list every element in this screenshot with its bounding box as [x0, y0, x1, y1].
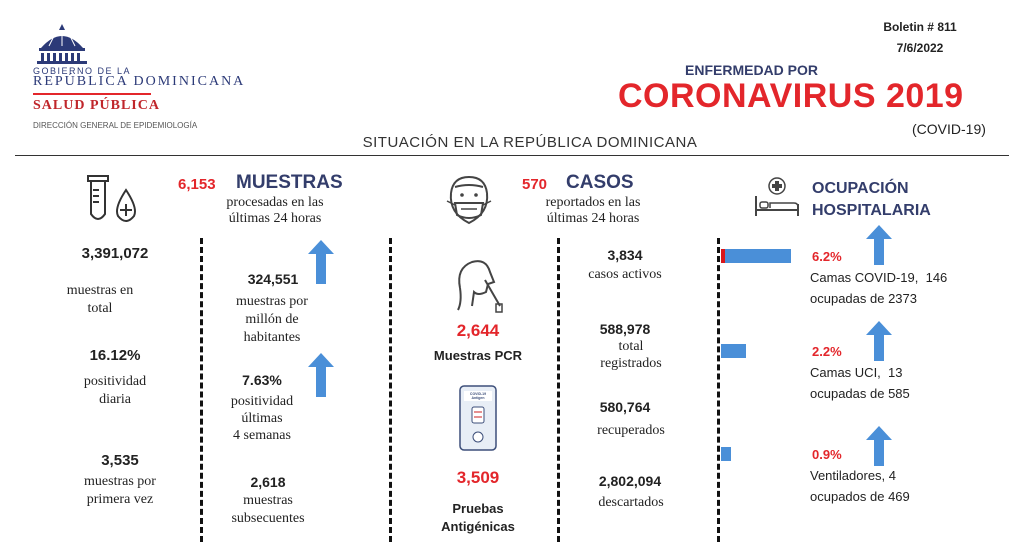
positividad-4sem-value: 7.63%	[242, 372, 282, 388]
por-millon-label: muestras por millón de habitantes	[236, 294, 308, 345]
up-arrow-icon	[308, 240, 334, 284]
masked-face-icon	[443, 173, 495, 229]
occupancy-bar	[721, 344, 746, 358]
boletin-number: Boletin # 811	[883, 20, 957, 34]
occupancy-label: Camas UCI, 13	[810, 365, 903, 380]
enfermedad-label: ENFERMEDAD POR	[685, 62, 819, 78]
descartados-label: descartados	[598, 495, 664, 510]
primera-vez-label: muestras por primera vez	[84, 474, 156, 507]
descartados-value: 2,802,094	[598, 473, 662, 489]
up-arrow-icon	[866, 321, 892, 361]
up-arrow-icon	[308, 353, 334, 397]
occupancy-label: ocupadas de 585	[810, 386, 910, 401]
report-date: 7/6/2022	[896, 41, 944, 55]
gov-line1: GOBIERNO DE LA	[33, 66, 132, 76]
positividad-diaria-value: 16.12%	[89, 347, 141, 364]
primera-vez-value: 3,535	[101, 452, 139, 469]
antigen-label: Pruebas Antigénicas	[441, 501, 515, 534]
antigen-test-kit-icon	[458, 385, 498, 451]
occupancy-label: ocupados de 469	[810, 489, 910, 504]
muestras-subtitle: procesadas en las últimas 24 horas	[226, 195, 324, 226]
covid-label: (COVID-19)	[912, 121, 986, 137]
occupancy-pct: 0.9%	[812, 447, 842, 462]
column-divider	[200, 238, 203, 542]
muestras-total-label: muestras en total	[66, 283, 134, 316]
salud-publica: SALUD PÚBLICA	[33, 98, 160, 113]
recuperados-label: recuperados	[597, 423, 665, 438]
pcr-value: 2,644	[456, 321, 500, 340]
gov-line2: REPÚBLICA DOMINICANA	[33, 74, 246, 89]
occupancy-bar-marker	[721, 249, 725, 263]
subsecuentes-label: muestras subsecuentes	[231, 493, 305, 526]
nasal-swab-icon	[452, 258, 504, 314]
occupancy-pct: 6.2%	[812, 249, 842, 264]
occupancy-label: Ventiladores, 4	[810, 468, 897, 483]
coronavirus-title: CORONAVIRUS 2019	[618, 77, 964, 115]
por-millon-value: 324,551	[247, 271, 299, 287]
page-title: SITUACIÓN EN LA REPÚBLICA DOMINICANA	[362, 134, 698, 151]
casos-total-value: 588,978	[599, 321, 651, 337]
government-shield-icon	[33, 22, 91, 64]
positividad-diaria-label: positividad diaria	[83, 374, 147, 407]
occupancy-pct: 2.2%	[812, 344, 842, 359]
occupancy-label: ocupadas de 2373	[810, 291, 917, 306]
test-tube-drop-icon	[84, 174, 144, 226]
positividad-4sem-label: positividad últimas 4 semanas	[230, 394, 294, 443]
column-divider	[389, 238, 392, 542]
casos-24h-count: 570	[522, 176, 548, 193]
casos-total-label: total registrados	[600, 339, 662, 371]
column-divider	[557, 238, 560, 542]
pcr-label: Muestras PCR	[433, 348, 523, 363]
muestras-total-value: 3,391,072	[81, 245, 149, 262]
occupancy-label: Camas COVID-19, 146	[810, 270, 948, 285]
muestras-24h-count: 6,153	[178, 176, 216, 193]
kit-label: COVID-19 Antigen	[469, 392, 487, 400]
occupancy-bar	[721, 249, 791, 263]
muestras-title: MUESTRAS	[236, 172, 343, 193]
casos-title: CASOS	[566, 172, 634, 193]
ocupacion-title: OCUPACIÓN HOSPITALARIA	[812, 180, 931, 219]
activos-value: 3,834	[607, 247, 643, 263]
subsecuentes-value: 2,618	[250, 474, 286, 490]
casos-subtitle: reportados en las últimas 24 horas	[545, 195, 641, 226]
up-arrow-icon	[866, 426, 892, 466]
divider	[33, 93, 151, 95]
activos-label: casos activos	[588, 267, 662, 282]
column-divider	[717, 238, 720, 542]
divider	[15, 155, 1009, 156]
recuperados-value: 580,764	[599, 399, 651, 415]
direccion-label: DIRECCIÓN GENERAL DE EPIDEMIOLOGÍA	[33, 121, 198, 130]
antigen-value: 3,509	[456, 468, 500, 487]
up-arrow-icon	[866, 225, 892, 265]
occupancy-bar	[721, 447, 731, 461]
hospital-bed-icon	[752, 176, 802, 218]
